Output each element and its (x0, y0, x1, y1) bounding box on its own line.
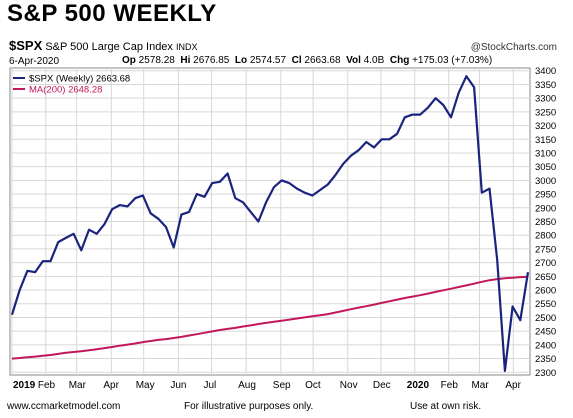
y-tick-label: 2700 (535, 258, 556, 269)
ohlc-readout: Op 2578.28 Hi 2676.85 Lo 2574.57 Cl 2663… (122, 55, 492, 66)
vol-value: 4.0B (363, 55, 385, 66)
hi-value: 2676.85 (193, 55, 230, 66)
op-label: Op (122, 55, 136, 66)
y-tick-label: 2800 (535, 231, 556, 242)
y-tick-label: 3100 (535, 148, 556, 159)
y-tick-label: 3050 (535, 162, 556, 173)
y-tick-label: 2400 (535, 340, 556, 351)
cl-label: Cl (291, 55, 302, 66)
y-tick-label: 2450 (535, 327, 556, 338)
symbol-description: S&P 500 Large Cap Index (45, 41, 173, 53)
y-tick-label: 3200 (535, 121, 556, 132)
chg-value: +175.03 (+7.03%) (412, 55, 493, 66)
x-tick-label: Jul (203, 380, 216, 391)
spx-weekly-line (10, 75, 530, 372)
y-tick-label: 2300 (535, 368, 556, 379)
y-tick-label: 2650 (535, 272, 556, 283)
y-tick-label: 3350 (535, 80, 556, 91)
x-tick-label: Mar (471, 380, 489, 391)
y-tick-label: 2950 (535, 190, 556, 201)
cl-value: 2663.68 (304, 55, 341, 66)
x-tick-label: Feb (38, 380, 56, 391)
y-tick-label: 2500 (535, 313, 556, 324)
x-tick-label: Oct (305, 380, 321, 391)
y-tick-label: 2600 (535, 286, 556, 297)
copyright: @StockCharts.com (470, 42, 557, 53)
x-tick-label: Aug (238, 380, 256, 391)
legend-label: $SPX (Weekly) 2663.68 (29, 74, 130, 85)
x-tick-label: Feb (441, 380, 459, 391)
y-tick-label: 3150 (535, 135, 556, 146)
y-tick-label: 2750 (535, 244, 556, 255)
exchange: INDX (176, 42, 198, 52)
chart-banner-title: S&P 500 WEEKLY (7, 0, 217, 27)
x-tick-label: 2020 (407, 380, 430, 391)
symbol: $SPX (9, 38, 43, 53)
legend-label: MA(200) 2648.28 (29, 85, 102, 96)
lo-value: 2574.57 (249, 55, 287, 66)
x-tick-label: May (136, 380, 155, 391)
footer-disclaimer: For illustrative purposes only. (184, 401, 314, 412)
y-tick-label: 2900 (535, 203, 556, 214)
footer-website: www.ccmarketmodel.com (7, 401, 121, 412)
footer-risk-note: Use at own risk. (410, 401, 482, 412)
x-tick-label: Mar (69, 380, 87, 391)
y-tick-label: 3400 (535, 66, 556, 77)
y-tick-label: 2850 (535, 217, 556, 228)
hi-label: Hi (180, 55, 191, 66)
x-tick-label: Sep (273, 380, 291, 391)
y-tick-label: 3300 (535, 94, 556, 105)
x-tick-label: Jun (170, 380, 186, 391)
x-tick-label: 2019 (13, 380, 36, 391)
op-value: 2578.28 (138, 55, 175, 66)
y-tick-label: 3000 (535, 176, 556, 187)
y-tick-label: 3250 (535, 107, 556, 118)
ma200-line (11, 275, 529, 360)
x-tick-label: Nov (340, 380, 358, 391)
vol-label: Vol (346, 55, 361, 66)
lo-label: Lo (234, 55, 248, 66)
chg-label: Chg (389, 55, 410, 66)
x-tick-label: Dec (373, 380, 391, 391)
quote-date: 6-Apr-2020 (9, 56, 60, 67)
y-tick-label: 2550 (535, 299, 556, 310)
y-tick-label: 2350 (535, 354, 556, 365)
x-tick-label: Apr (103, 380, 119, 391)
x-tick-label: Apr (505, 380, 521, 391)
symbol-line: $SPX S&P 500 Large Cap Index INDX (9, 38, 198, 53)
